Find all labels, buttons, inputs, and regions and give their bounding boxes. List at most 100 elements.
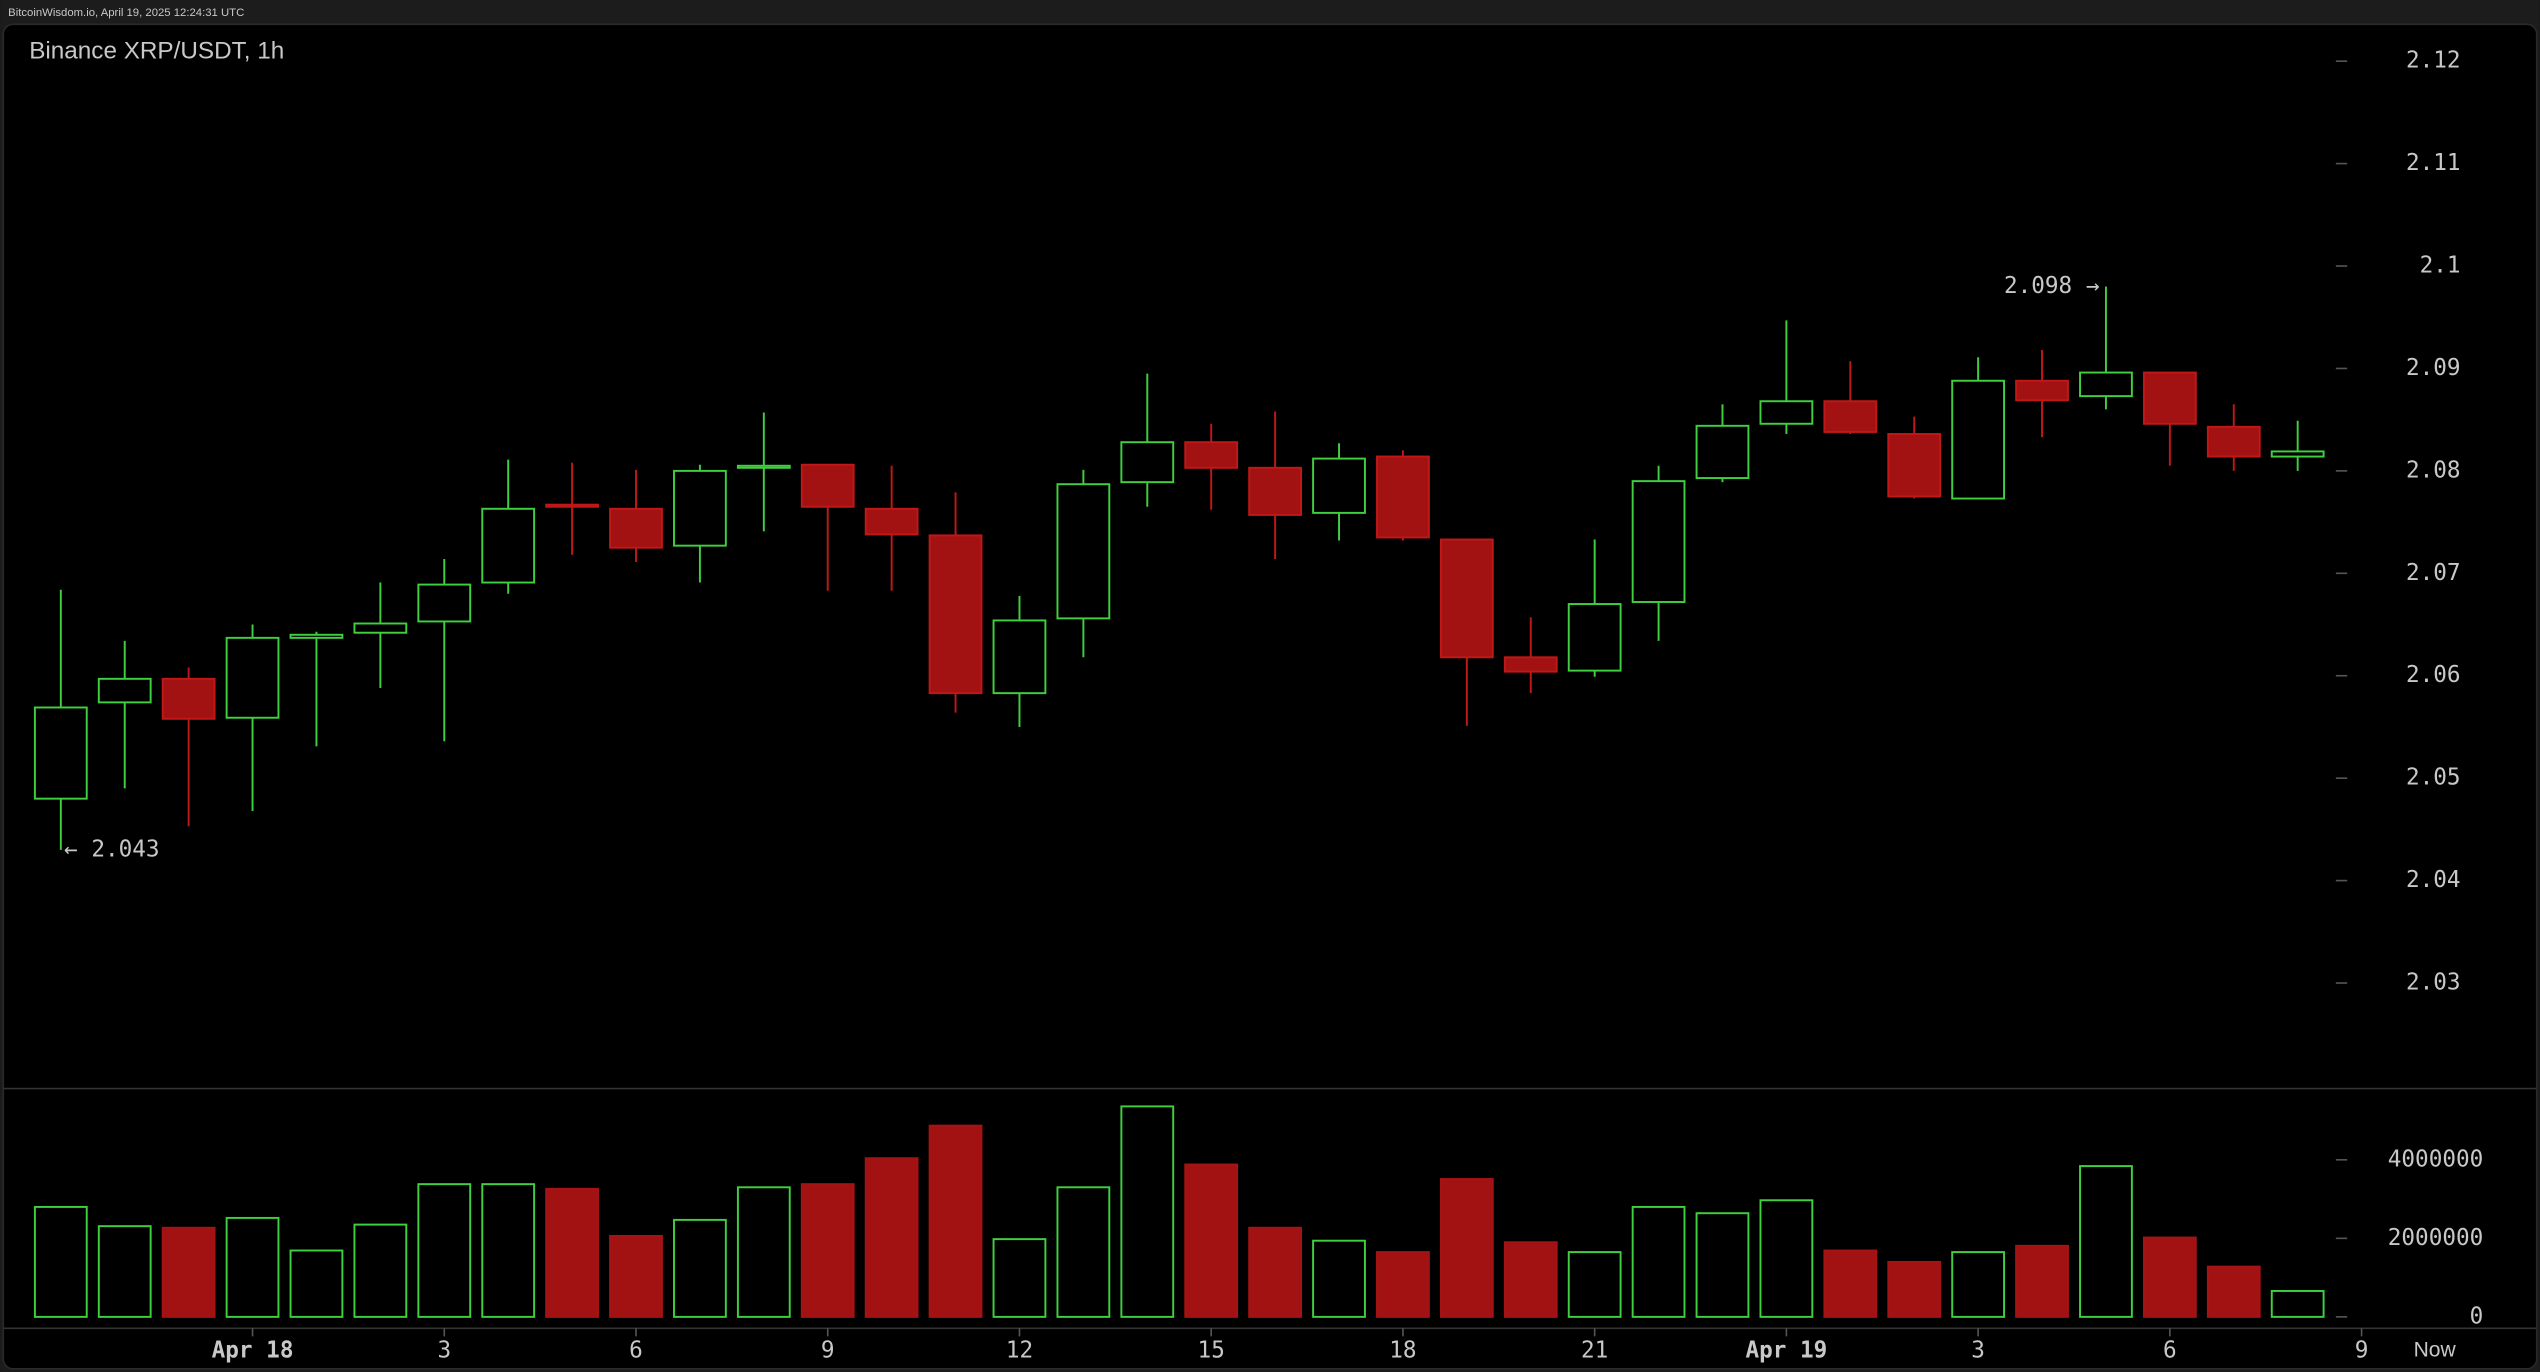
candle-body — [864, 507, 919, 536]
y-tick-label: 2.12 — [2406, 48, 2461, 74]
volume-bar — [1376, 1251, 1430, 1318]
x-tick-label: 3 — [437, 1337, 451, 1363]
volume-bar — [289, 1249, 344, 1318]
candle-body — [2079, 371, 2133, 398]
volume-tick-label: 0 — [2470, 1303, 2484, 1329]
candle-body — [2206, 425, 2261, 458]
volume-bar — [97, 1225, 152, 1318]
chart-area — [2, 23, 2538, 1370]
x-tick-label: 9 — [2355, 1337, 2369, 1363]
y-tick-label: 2.05 — [2406, 765, 2461, 791]
candle-body — [1120, 441, 1175, 484]
volume-bar — [1567, 1251, 1622, 1318]
candle-body — [481, 507, 536, 584]
volume-bar — [353, 1223, 408, 1318]
candle-body — [736, 464, 791, 469]
chart-title: Binance XRP/USDT, 1h — [29, 37, 284, 64]
candle-body — [1312, 457, 1366, 514]
volume-bar — [1120, 1105, 1175, 1318]
candle-body — [1759, 400, 1814, 425]
candle-body — [2270, 450, 2325, 458]
volume-bar — [800, 1183, 855, 1318]
volume-bar — [736, 1186, 791, 1318]
volume-bar — [928, 1124, 983, 1318]
volume-bar — [1823, 1249, 1878, 1318]
candle-body — [417, 583, 472, 623]
x-tick-label: 18 — [1389, 1337, 1416, 1363]
candle-body — [33, 706, 88, 800]
volume-bar — [2015, 1244, 2069, 1318]
volume-bar — [417, 1183, 472, 1318]
candle-body — [800, 463, 855, 508]
candle-body — [1439, 538, 1494, 659]
candle-body — [1695, 424, 1750, 480]
volume-bar — [2079, 1165, 2133, 1318]
high-annotation: 2.098 → — [2004, 273, 2099, 299]
y-tick-label: 2.08 — [2406, 457, 2461, 483]
volume-bar — [161, 1226, 216, 1318]
y-tick-label: 2.06 — [2406, 662, 2461, 688]
now-label: Now — [2414, 1339, 2457, 1362]
volume-bar — [2206, 1265, 2261, 1318]
y-tick-label: 2.04 — [2406, 867, 2461, 893]
candle-body — [928, 534, 983, 695]
candle-body — [1951, 379, 2006, 500]
volume-bar — [545, 1187, 599, 1318]
candle-body — [1823, 400, 1878, 433]
y-tick-label: 2.09 — [2406, 355, 2461, 381]
candle-body — [1887, 433, 1942, 498]
volume-bar — [2270, 1289, 2325, 1318]
volume-bar — [1759, 1199, 1814, 1318]
volume-bar — [481, 1183, 536, 1318]
volume-bar — [33, 1205, 88, 1318]
x-tick-label: Apr 19 — [1745, 1337, 1827, 1363]
candle-body — [1184, 441, 1239, 469]
volume-bar — [673, 1218, 727, 1318]
volume-tick-label: 2000000 — [2388, 1225, 2483, 1251]
x-tick-label: 6 — [629, 1337, 643, 1363]
x-tick-label: Apr 18 — [212, 1337, 294, 1363]
x-tick-label: 15 — [1198, 1337, 1225, 1363]
y-tick-label: 2.1 — [2420, 253, 2461, 279]
candle-body — [2015, 379, 2069, 402]
volume-bar — [1184, 1163, 1239, 1318]
x-tick-label: 6 — [2163, 1337, 2177, 1363]
x-tick-label: 3 — [1971, 1337, 1985, 1363]
candle-body — [97, 677, 152, 704]
volume-bar — [1056, 1186, 1111, 1318]
candle-body — [609, 507, 663, 549]
candle-body — [1503, 656, 1558, 673]
volume-bar — [864, 1157, 919, 1318]
volume-bar — [2142, 1236, 2197, 1318]
volume-bar — [1951, 1251, 2006, 1318]
volume-bar — [992, 1238, 1047, 1318]
y-tick-label: 2.03 — [2406, 970, 2461, 996]
volume-bar — [225, 1216, 280, 1318]
candle-body — [1567, 603, 1622, 672]
y-tick-label: 2.11 — [2406, 150, 2461, 176]
low-annotation: ← 2.043 — [64, 836, 159, 862]
volume-bar — [1248, 1226, 1303, 1318]
volume-bar — [609, 1235, 663, 1318]
x-tick-label: 9 — [821, 1337, 835, 1363]
x-tick-label: 12 — [1006, 1337, 1033, 1363]
candle-body — [2142, 371, 2197, 425]
candle-body — [545, 503, 599, 508]
candle-body — [225, 636, 280, 719]
volume-bar — [1503, 1241, 1558, 1318]
volume-bar — [1312, 1239, 1366, 1318]
volume-bar — [1631, 1205, 1686, 1318]
volume-bar — [1695, 1212, 1750, 1318]
x-tick-label: 21 — [1581, 1337, 1608, 1363]
candle-body — [1376, 455, 1430, 539]
candle-body — [673, 469, 727, 547]
y-tick-label: 2.07 — [2406, 560, 2461, 586]
candle-body — [992, 619, 1047, 695]
volume-bar — [1887, 1260, 1942, 1318]
candle-body — [1248, 466, 1303, 516]
candle-body — [353, 622, 408, 634]
volume-tick-label: 4000000 — [2388, 1146, 2483, 1172]
candle-body — [1631, 480, 1686, 603]
